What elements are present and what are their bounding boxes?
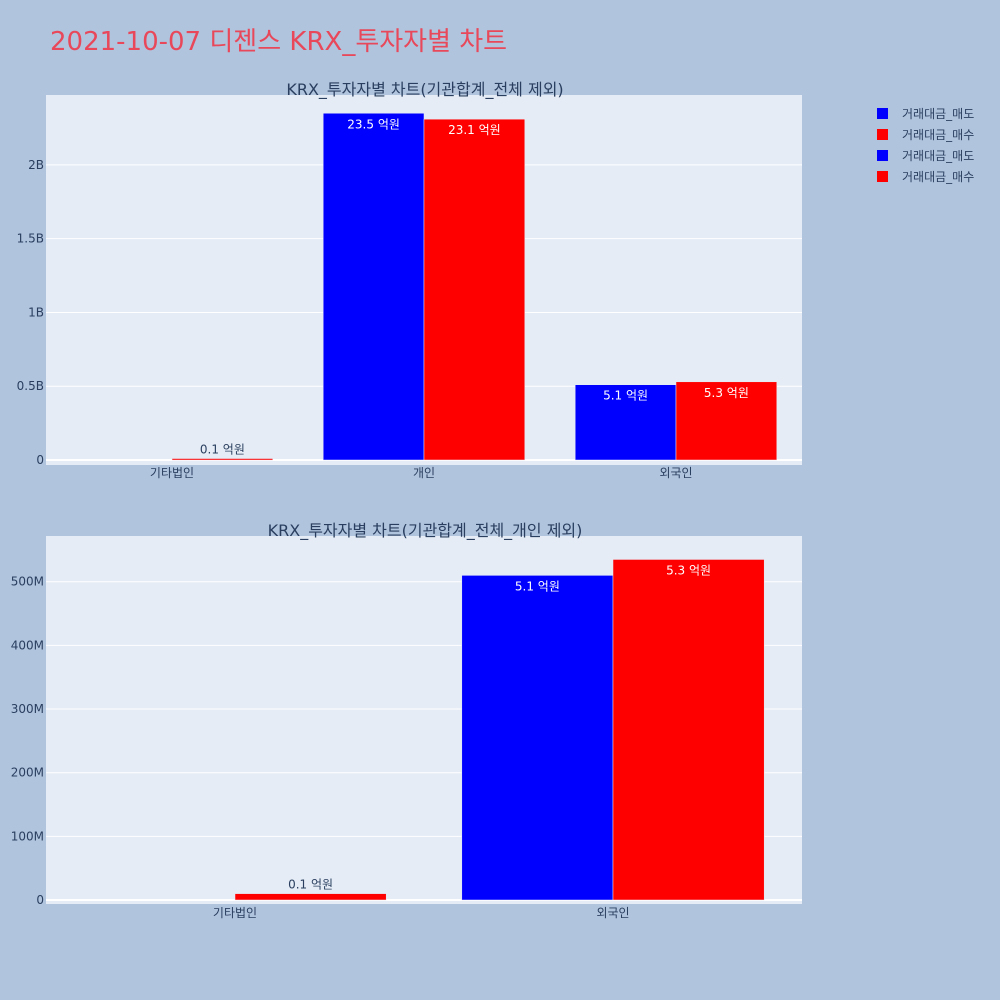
bar-buy[interactable] bbox=[675, 381, 778, 461]
bar-data-label: 5.3 억원 bbox=[704, 386, 749, 400]
legend-swatch-3[interactable] bbox=[877, 171, 888, 182]
legend-label-1[interactable]: 거래대금_매수 bbox=[902, 128, 974, 142]
x-tick-label: 기타법인 bbox=[213, 906, 257, 920]
bar-data-label: 0.1 억원 bbox=[288, 878, 333, 892]
y-tick-label: 100M bbox=[11, 829, 44, 843]
x-tick-label: 외국인 bbox=[659, 466, 692, 480]
legend-swatch-0[interactable] bbox=[877, 108, 888, 119]
page-title: 2021-10-07 디젠스 KRX_투자자별 차트 bbox=[50, 27, 507, 57]
y-tick-label: 200M bbox=[11, 766, 44, 780]
bar-data-label: 23.1 억원 bbox=[448, 123, 501, 137]
y-tick-label: 400M bbox=[11, 638, 44, 652]
bar-buy[interactable] bbox=[234, 893, 387, 901]
y-tick-label: 0 bbox=[36, 453, 44, 467]
bar-buy[interactable] bbox=[612, 559, 765, 901]
y-tick-label: 300M bbox=[11, 702, 44, 716]
x-tick-label: 외국인 bbox=[596, 906, 629, 920]
chart-bottom: KRX_투자자별 차트(기관합계_전체_개인 제외) 0 100M 200M 300M 4… bbox=[11, 521, 802, 920]
y-tick-label: 1B bbox=[28, 305, 44, 319]
bar-data-label: 5.3 억원 bbox=[666, 563, 711, 577]
bar-data-label: 5.1 억원 bbox=[603, 389, 648, 403]
bar-data-label: 5.1 억원 bbox=[515, 579, 560, 593]
legend-swatch-2[interactable] bbox=[877, 150, 888, 161]
bar-data-label: 0.1 억원 bbox=[200, 443, 245, 457]
bar-data-label: 23.5 억원 bbox=[347, 117, 400, 131]
bar-buy[interactable] bbox=[171, 458, 274, 461]
y-tick-label: 500M bbox=[11, 575, 44, 589]
bar-sell[interactable] bbox=[574, 384, 677, 461]
chart-top: KRX_투자자별 차트(기관합계_전체 제외) 0 0.5B 1B 1.5B 2B 기타법인… bbox=[17, 80, 802, 480]
legend-label-0[interactable]: 거래대금_매도 bbox=[902, 107, 974, 121]
y-tick-label: 2B bbox=[28, 158, 44, 172]
x-tick-label: 개인 bbox=[413, 466, 435, 480]
x-tick-label: 기타법인 bbox=[150, 466, 194, 480]
legend-label-2[interactable]: 거래대금_매도 bbox=[902, 149, 974, 163]
legend-label-3[interactable]: 거래대금_매수 bbox=[902, 170, 974, 184]
bar-sell[interactable] bbox=[322, 113, 425, 461]
y-tick-label: 0.5B bbox=[17, 379, 44, 393]
legend-swatch-1[interactable] bbox=[877, 129, 888, 140]
chart-title: KRX_투자자별 차트(기관합계_전체 제외) bbox=[286, 80, 563, 100]
y-tick-label: 1.5B bbox=[17, 232, 44, 246]
chart-title: KRX_투자자별 차트(기관합계_전체_개인 제외) bbox=[268, 521, 583, 541]
bar-buy[interactable] bbox=[423, 118, 526, 461]
bar-sell[interactable] bbox=[461, 575, 614, 901]
y-tick-label: 0 bbox=[36, 893, 44, 907]
